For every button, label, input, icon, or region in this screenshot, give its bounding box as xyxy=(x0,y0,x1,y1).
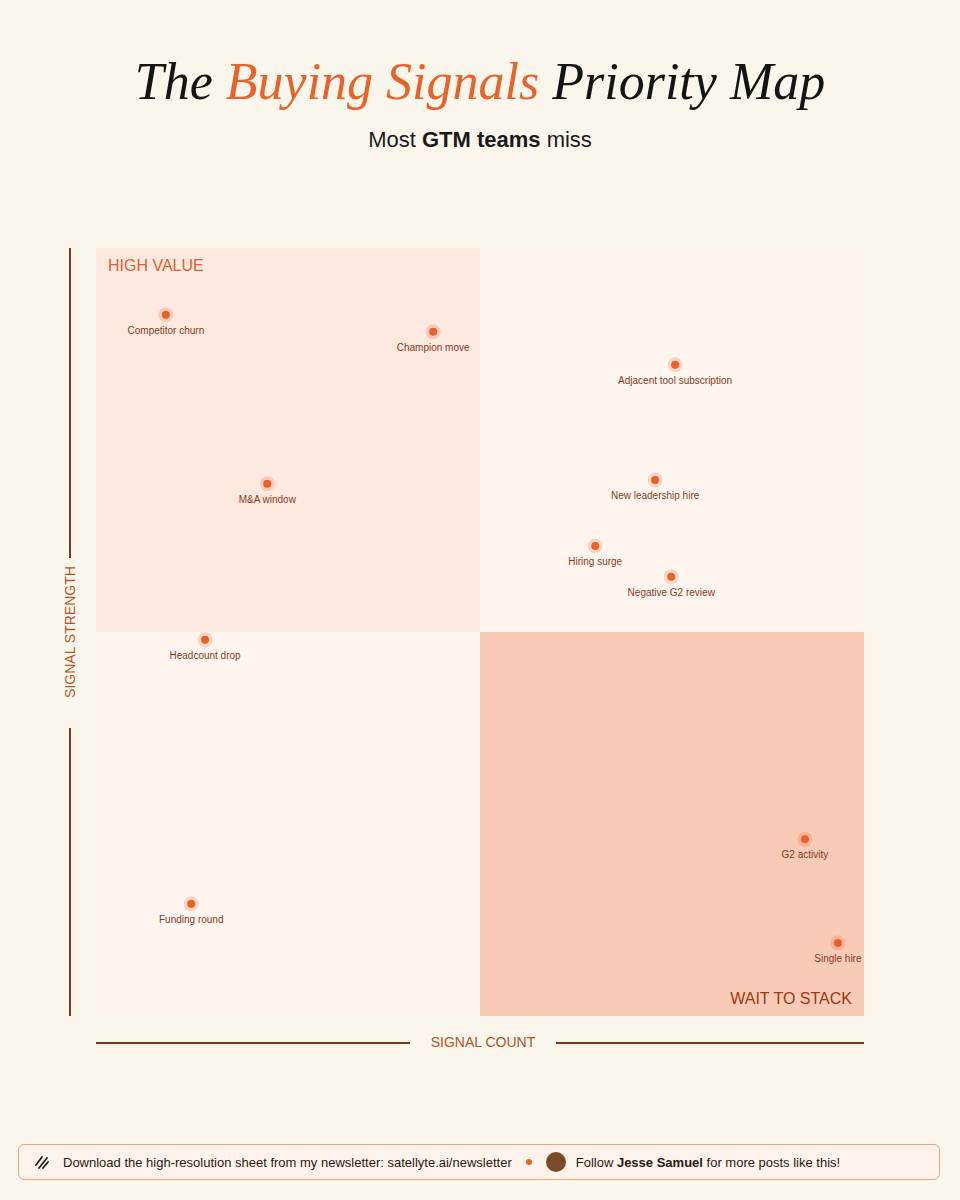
svg-text:Headcount drop: Headcount drop xyxy=(169,650,241,661)
html-text:Most GTM teams miss: Most GTM teams miss xyxy=(368,127,592,152)
svg-text:Funding round: Funding round xyxy=(159,914,224,925)
svg-text:G2 activity: G2 activity xyxy=(782,849,829,860)
svg-text:HIGH VALUE: HIGH VALUE xyxy=(108,257,204,274)
html-text:Download the high-resolution s: Download the high-resolution sheet from … xyxy=(63,1154,512,1170)
html-text:SIGNAL COUNT: SIGNAL COUNT xyxy=(430,1034,536,1050)
svg-text:New leadership hire: New leadership hire xyxy=(611,490,700,501)
svg-text:Adjacent tool subscription: Adjacent tool subscription xyxy=(618,375,732,386)
html-text:The Buying Signals Priority Ma: The Buying Signals Priority Map xyxy=(134,53,826,110)
svg-text:Single hire: Single hire xyxy=(814,953,862,964)
svg-text:Negative G2 review: Negative G2 review xyxy=(628,587,716,598)
svg-text:M&A window: M&A window xyxy=(239,494,297,505)
html-text:SIGNAL STRENGTH: SIGNAL STRENGTH xyxy=(62,566,78,698)
svg-text:WAIT TO STACK: WAIT TO STACK xyxy=(730,990,852,1007)
svg-text:Competitor churn: Competitor churn xyxy=(128,325,205,336)
svg-text:Champion move: Champion move xyxy=(397,342,470,353)
html-text:Follow Jesse Samuel for more p: Follow Jesse Samuel for more posts like … xyxy=(575,1154,841,1170)
svg-text:Hiring surge: Hiring surge xyxy=(568,556,622,567)
